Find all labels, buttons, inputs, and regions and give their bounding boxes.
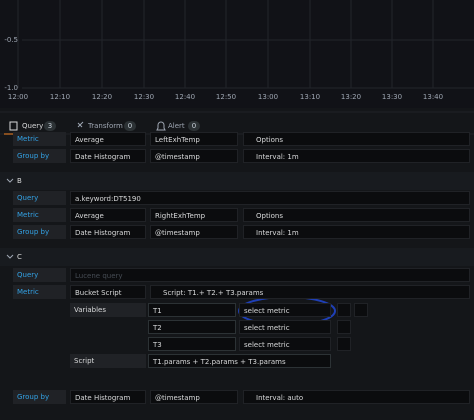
- field[interactable]: Interval: 1m: [243, 149, 470, 163]
- field[interactable]: LeftExhTemp: [150, 132, 238, 146]
- alert-icon: [156, 121, 166, 131]
- variables-label: Variables: [70, 303, 146, 317]
- row-label: Group by: [13, 390, 66, 404]
- row-label: Metric: [13, 208, 66, 222]
- chevron: [6, 254, 14, 259]
- row-label: Query: [13, 268, 66, 282]
- transform-icon: [77, 121, 84, 128]
- tab-badge: 0: [188, 121, 200, 131]
- variable-name[interactable]: T2: [148, 320, 236, 334]
- x-tick-label: 12:40: [174, 93, 196, 101]
- field[interactable]: Options: [243, 208, 470, 222]
- row-label: Metric: [13, 132, 66, 146]
- field[interactable]: RightExhTemp: [150, 208, 238, 222]
- field[interactable]: Interval: 1m: [243, 225, 470, 239]
- x-tick-label: 13:30: [381, 93, 403, 101]
- variable-metric[interactable]: select metric: [239, 320, 331, 334]
- field[interactable]: @timestamp: [150, 149, 238, 163]
- tab[interactable]: Alert: [168, 122, 185, 130]
- x-tick-label: 13:00: [257, 93, 279, 101]
- query-input[interactable]: Lucene query: [70, 268, 470, 282]
- row-label: Group by: [13, 225, 66, 239]
- x-tick-label: 12:10: [49, 93, 71, 101]
- x-tick-label: 12:20: [91, 93, 113, 101]
- field[interactable]: Interval: auto: [243, 390, 470, 404]
- x-tick-label: 13:10: [299, 93, 321, 101]
- tab[interactable]: Transform: [88, 122, 123, 130]
- remove-button[interactable]: [337, 337, 351, 351]
- remove-button[interactable]: [337, 303, 351, 317]
- tab[interactable]: Query: [22, 122, 44, 130]
- row-label: Group by: [13, 149, 66, 163]
- field[interactable]: @timestamp: [150, 390, 238, 404]
- section-header: [0, 172, 474, 190]
- field[interactable]: Date Histogram: [70, 225, 146, 239]
- x-tick-label: 12:30: [133, 93, 155, 101]
- section-header: [0, 248, 474, 266]
- section-name: B: [17, 177, 22, 185]
- variable-metric[interactable]: select metric: [239, 337, 331, 351]
- field[interactable]: Script: T1.+ T2.+ T3.params: [150, 285, 470, 299]
- y-tick-label: -1.0: [4, 84, 18, 92]
- x-tick-label: 13:40: [422, 93, 444, 101]
- field[interactable]: Bucket Script: [70, 285, 146, 299]
- field[interactable]: Options: [243, 132, 470, 146]
- field[interactable]: Average: [70, 132, 146, 146]
- section-name: C: [17, 253, 22, 261]
- script-input[interactable]: T1.params + T2.params + T3.params: [148, 354, 331, 368]
- field[interactable]: Date Histogram: [70, 149, 146, 163]
- x-tick-label: 12:50: [215, 93, 237, 101]
- field[interactable]: Date Histogram: [70, 390, 146, 404]
- script-label: Script: [70, 354, 146, 368]
- x-tick-label: 13:20: [340, 93, 362, 101]
- add-button[interactable]: [354, 303, 368, 317]
- query-icon: [9, 121, 18, 131]
- variable-metric[interactable]: select metric: [239, 303, 331, 317]
- row-label: Query: [13, 191, 66, 205]
- graph-bg: [0, 0, 474, 108]
- variable-name[interactable]: T3: [148, 337, 236, 351]
- query-input[interactable]: a.keyword:DT5190: [70, 191, 470, 205]
- tab-badge: 3: [44, 121, 56, 131]
- field[interactable]: Average: [70, 208, 146, 222]
- field[interactable]: @timestamp: [150, 225, 238, 239]
- remove-button[interactable]: [337, 320, 351, 334]
- tab-badge: 0: [124, 121, 136, 131]
- chevron: [6, 178, 14, 183]
- row-label: Metric: [13, 285, 66, 299]
- x-tick-label: 12:00: [7, 93, 29, 101]
- y-tick-label: -0.5: [4, 36, 18, 44]
- variable-name[interactable]: T1: [148, 303, 236, 317]
